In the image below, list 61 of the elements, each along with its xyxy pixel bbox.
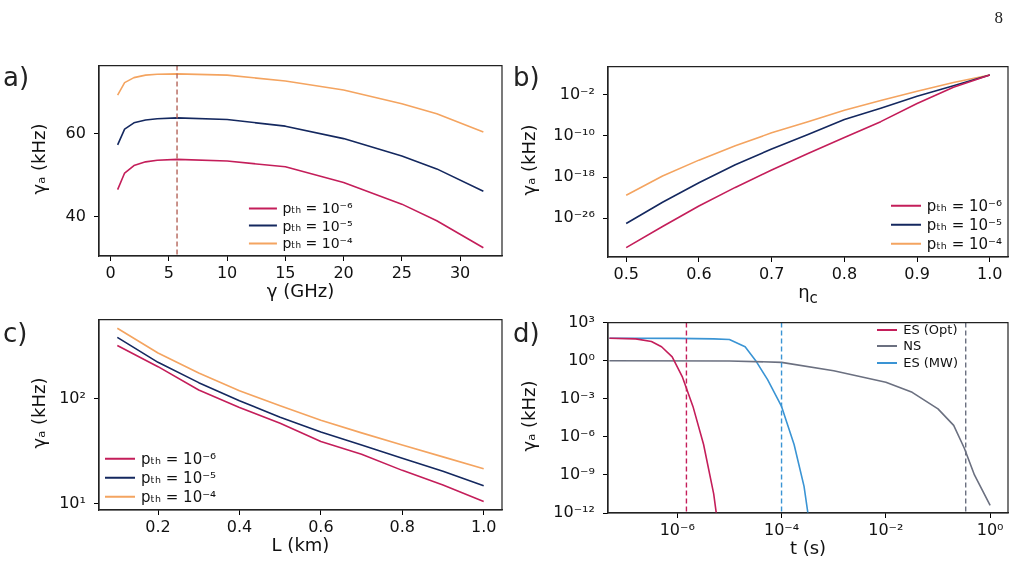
y-tick-label: 10⁻² — [554, 83, 600, 103]
x-tick-label: 0.5 — [608, 263, 644, 283]
x-tick-label: 5 — [158, 262, 180, 282]
x-axis-title: γ (GHz) — [266, 280, 335, 301]
text: 8 — [994, 8, 1003, 28]
x-tick-label: 10⁻⁴ — [758, 519, 805, 539]
x-tick-label: 10⁰ — [971, 519, 1009, 539]
y-tick-label: 10⁰ — [563, 349, 600, 369]
x-tick-label: 0.4 — [221, 516, 258, 536]
chart-title: a) — [3, 62, 30, 92]
y-tick-label: 10¹ — [54, 492, 91, 512]
y-tick-label: 10³ — [563, 311, 600, 331]
legend-label: pₜₕ = 10⁻⁵ — [926, 215, 1002, 235]
legend-label: pₜₕ = 10⁻⁴ — [282, 234, 353, 252]
legend-label: ES (Opt) — [903, 322, 958, 339]
y-tick-label: 40 — [60, 205, 91, 225]
x-tick-label: 0.7 — [753, 263, 790, 283]
y-axis-title: γₐ (kHz) — [517, 380, 539, 451]
legend-label: pₜₕ = 10⁻⁴ — [141, 487, 217, 506]
x-tick-label: 0.8 — [826, 263, 863, 283]
x-tick-label: 25 — [386, 262, 418, 282]
y-tick-label: 10⁻⁹ — [554, 464, 600, 484]
x-tick-label: 10 — [211, 262, 243, 282]
x-tick-label: 0 — [100, 262, 121, 282]
y-tick-label: 10⁻¹² — [548, 502, 600, 522]
x-tick-label: 15 — [270, 262, 301, 282]
legend-label: pₜₕ = 10⁻⁵ — [141, 468, 217, 488]
legend-label: pₜₕ = 10⁻⁵ — [282, 217, 353, 235]
y-axis-title: γₐ (kHz) — [27, 377, 49, 448]
legend-label: pₜₕ = 10⁻⁶ — [282, 199, 353, 217]
x-tick-label: 0.2 — [140, 516, 176, 536]
y-axis-title: γₐ (kHz) — [27, 123, 49, 194]
y-axis-title: γₐ (kHz) — [517, 124, 539, 195]
x-tick-label: 0.6 — [303, 516, 339, 536]
y-tick-label: 10⁻¹⁸ — [548, 166, 600, 186]
x-axis-title: L (km) — [271, 534, 330, 555]
x-tick-label: 30 — [444, 262, 476, 282]
chart-title: d) — [513, 318, 540, 348]
legend-label: pₜₕ = 10⁻⁶ — [141, 449, 217, 469]
x-tick-label: 20 — [328, 262, 359, 282]
x-tick-label: 10⁻⁶ — [654, 519, 700, 539]
chart-title: c) — [3, 318, 28, 348]
legend-label: pₜₕ = 10⁻⁴ — [926, 234, 1002, 253]
y-tick-label: 10⁻²⁶ — [548, 207, 600, 227]
y-tick-label: 10⁻¹⁰ — [548, 125, 600, 145]
chart-title: b) — [513, 62, 540, 92]
x-tick-label: 0.8 — [384, 516, 421, 536]
x-axis-title: η$_{c}$ — [798, 281, 818, 307]
y-tick-label: 10² — [54, 387, 91, 407]
legend-label: pₜₕ = 10⁻⁶ — [926, 196, 1002, 216]
legend-label: ES (MW) — [903, 354, 958, 371]
x-tick-label: 0.6 — [681, 263, 717, 283]
x-tick-label: 1.0 — [465, 516, 502, 536]
y-tick-label: 10⁻³ — [554, 387, 600, 407]
y-tick-label: 60 — [60, 122, 91, 142]
x-tick-label: 10⁻² — [863, 519, 909, 539]
x-tick-label: 0.9 — [899, 263, 935, 283]
x-axis-title: t (s) — [789, 537, 827, 558]
y-tick-label: 10⁻⁶ — [554, 426, 600, 445]
x-tick-label: 1.0 — [972, 263, 1008, 283]
legend-label: NS — [903, 338, 922, 355]
